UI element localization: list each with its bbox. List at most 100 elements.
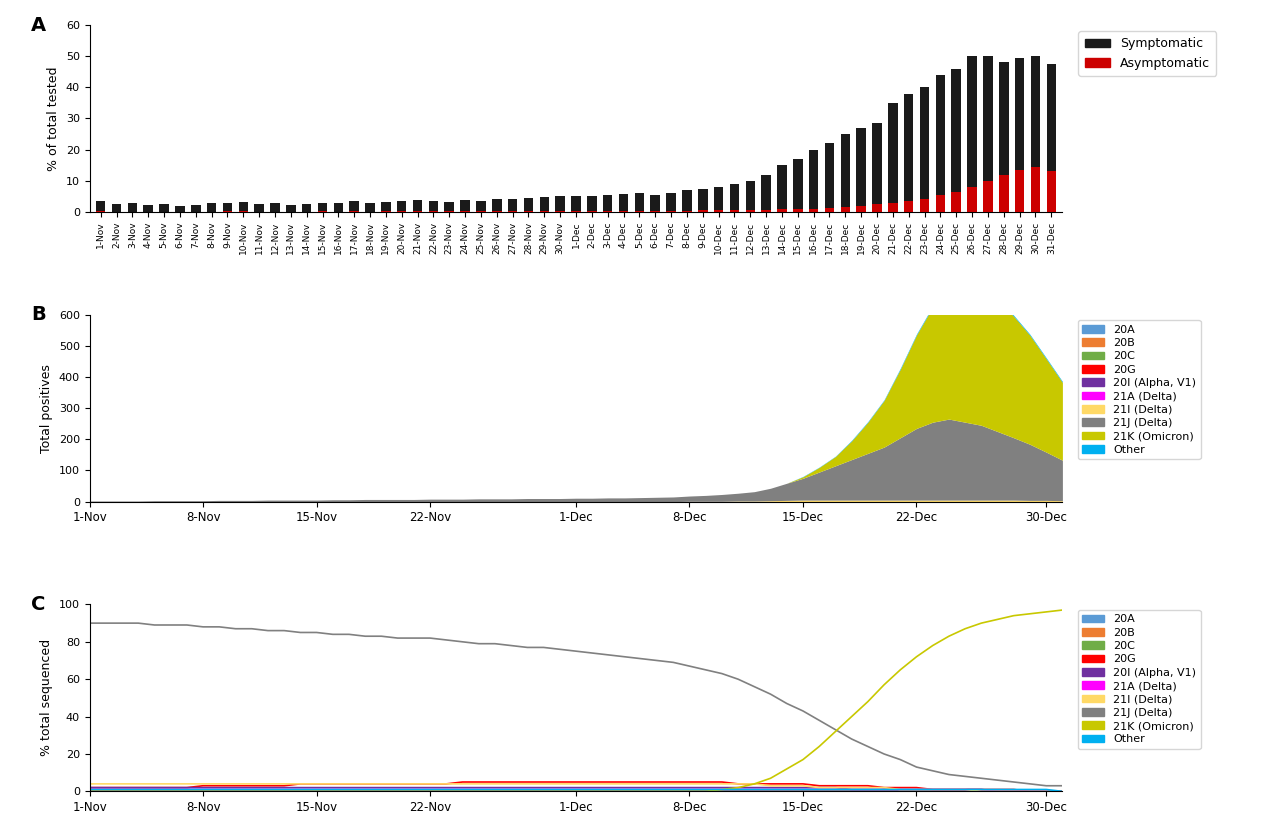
Bar xyxy=(936,195,945,212)
Y-axis label: % total sequenced: % total sequenced xyxy=(41,640,54,756)
21A (Delta) xyxy=(82,785,97,795)
Bar xyxy=(998,175,1009,212)
20A xyxy=(600,786,616,796)
20I (Alpha, V1) xyxy=(600,783,616,793)
Bar xyxy=(730,211,739,212)
21J (Delta) xyxy=(422,633,438,643)
Bar xyxy=(936,75,945,212)
Bar xyxy=(588,211,596,212)
Bar xyxy=(667,211,676,212)
Bar xyxy=(951,192,961,212)
Bar xyxy=(508,211,517,212)
Bar xyxy=(191,205,201,212)
Bar xyxy=(650,211,660,212)
Bar xyxy=(745,210,755,212)
Bar xyxy=(588,197,596,212)
Bar xyxy=(285,205,296,212)
20B xyxy=(925,786,941,796)
21K (Omicron) xyxy=(276,786,292,796)
21J (Delta) xyxy=(666,657,681,667)
20I (Alpha, V1) xyxy=(276,783,292,793)
Bar xyxy=(207,203,216,212)
Bar xyxy=(540,197,549,212)
21J (Delta) xyxy=(1038,781,1053,791)
Bar xyxy=(856,206,867,212)
21K (Omicron) xyxy=(308,786,324,796)
Bar xyxy=(968,56,977,212)
21K (Omicron) xyxy=(600,786,616,796)
21I (Delta) xyxy=(925,785,941,795)
Bar xyxy=(618,194,628,212)
Bar xyxy=(794,159,803,212)
Line: 21A (Delta): 21A (Delta) xyxy=(90,790,1062,791)
21A (Delta) xyxy=(666,785,681,795)
Bar xyxy=(159,204,169,212)
21A (Delta) xyxy=(308,785,324,795)
Bar xyxy=(1015,170,1024,212)
Bar xyxy=(714,187,723,212)
20G xyxy=(617,777,632,787)
Bar xyxy=(794,209,803,212)
Other xyxy=(422,785,438,795)
20A xyxy=(666,786,681,796)
Bar xyxy=(238,202,248,212)
20C xyxy=(308,786,324,796)
Bar xyxy=(904,201,914,212)
Bar xyxy=(714,211,723,212)
20G xyxy=(276,781,292,791)
20C xyxy=(666,786,681,796)
Bar xyxy=(968,187,977,212)
Line: 20G: 20G xyxy=(90,782,1062,791)
Bar xyxy=(96,201,105,212)
20I (Alpha, V1) xyxy=(989,786,1005,796)
Bar xyxy=(872,204,882,212)
20B xyxy=(1055,786,1070,796)
Bar xyxy=(618,211,628,212)
21I (Delta) xyxy=(666,779,681,789)
21I (Delta) xyxy=(308,779,324,789)
21J (Delta) xyxy=(276,626,292,636)
Bar xyxy=(1030,167,1041,212)
Other xyxy=(666,785,681,795)
20I (Alpha, V1) xyxy=(308,783,324,793)
Line: Other: Other xyxy=(90,790,1062,791)
Other xyxy=(600,785,616,795)
Bar xyxy=(1015,57,1024,212)
Bar xyxy=(904,93,914,212)
Bar xyxy=(777,209,787,212)
Bar xyxy=(255,204,264,212)
Text: C: C xyxy=(31,595,46,614)
Bar xyxy=(682,211,691,212)
Bar xyxy=(571,196,581,212)
Bar xyxy=(872,123,882,212)
Bar xyxy=(745,181,755,212)
20I (Alpha, V1) xyxy=(82,783,97,793)
Bar xyxy=(777,165,787,212)
Other xyxy=(308,785,324,795)
20C xyxy=(925,786,941,796)
Bar xyxy=(302,204,311,212)
Bar xyxy=(888,202,897,212)
20A xyxy=(82,786,97,796)
Text: B: B xyxy=(31,306,46,324)
Bar xyxy=(111,204,122,212)
Bar xyxy=(365,202,375,212)
20B xyxy=(308,786,324,796)
Bar xyxy=(1030,56,1041,212)
Bar xyxy=(698,188,708,212)
20A xyxy=(308,786,324,796)
Bar xyxy=(1047,172,1056,212)
Bar xyxy=(461,200,470,212)
Text: A: A xyxy=(31,16,46,35)
Bar xyxy=(556,197,564,212)
Bar xyxy=(381,202,390,212)
Bar xyxy=(682,190,691,212)
Bar xyxy=(998,62,1009,212)
Bar xyxy=(920,87,929,212)
20A xyxy=(422,786,438,796)
Bar xyxy=(983,181,993,212)
21A (Delta) xyxy=(600,785,616,795)
Bar xyxy=(809,209,818,212)
Legend: Symptomatic, Asymptomatic: Symptomatic, Asymptomatic xyxy=(1078,32,1216,76)
Bar xyxy=(508,199,517,212)
